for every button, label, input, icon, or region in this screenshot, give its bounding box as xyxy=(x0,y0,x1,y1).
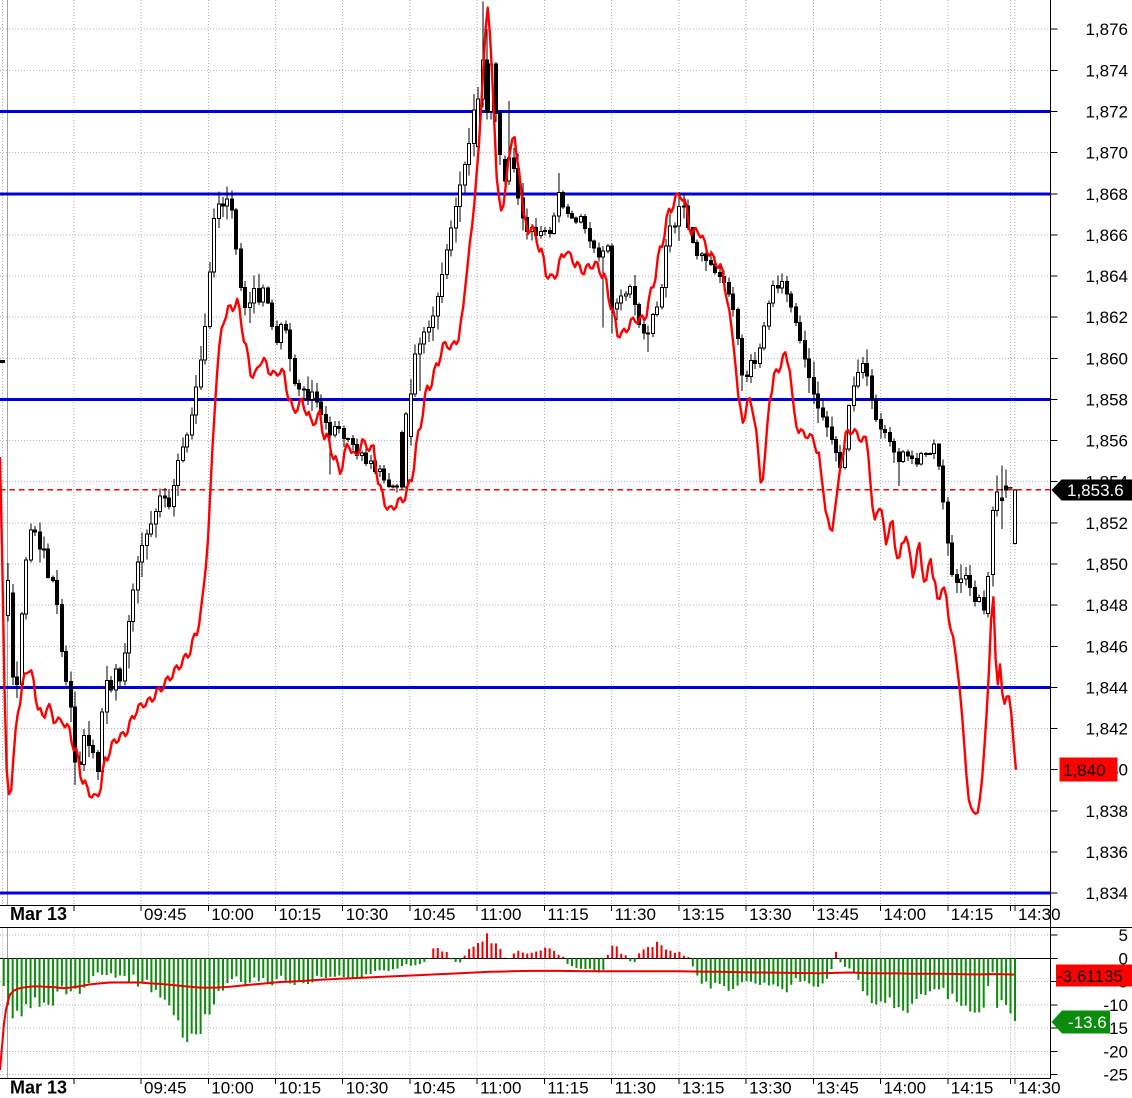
svg-text:10:15: 10:15 xyxy=(278,1079,321,1098)
svg-text:1,844: 1,844 xyxy=(1085,678,1128,697)
svg-text:13:45: 13:45 xyxy=(816,1079,859,1098)
svg-text:14:00: 14:00 xyxy=(884,905,927,924)
svg-text:14:00: 14:00 xyxy=(884,1079,927,1098)
svg-text:1,856: 1,856 xyxy=(1085,432,1128,451)
svg-text:1,872: 1,872 xyxy=(1085,102,1128,121)
svg-text:13:45: 13:45 xyxy=(816,905,859,924)
svg-text:1,842: 1,842 xyxy=(1085,720,1128,739)
svg-text:0: 0 xyxy=(1119,949,1128,968)
svg-text:-20: -20 xyxy=(1103,1042,1128,1061)
svg-text:1,858: 1,858 xyxy=(1085,390,1128,409)
svg-text:13:15: 13:15 xyxy=(682,1079,725,1098)
svg-text:1,846: 1,846 xyxy=(1085,637,1128,656)
svg-text:1,874: 1,874 xyxy=(1085,61,1128,80)
svg-text:1,853.6: 1,853.6 xyxy=(1067,481,1124,500)
svg-text:10:30: 10:30 xyxy=(346,905,389,924)
svg-text:1,834: 1,834 xyxy=(1085,884,1128,903)
svg-text:Mar 13: Mar 13 xyxy=(10,904,67,924)
svg-text:1,838: 1,838 xyxy=(1085,802,1128,821)
svg-text:14:30: 14:30 xyxy=(1018,1079,1061,1098)
svg-text:Mar 13: Mar 13 xyxy=(10,1078,67,1098)
svg-text:-3.61135: -3.61135 xyxy=(1057,967,1123,986)
svg-text:11:15: 11:15 xyxy=(547,905,588,924)
svg-text:14:30: 14:30 xyxy=(1018,905,1061,924)
svg-text:-25: -25 xyxy=(1103,1066,1128,1085)
svg-text:1,850: 1,850 xyxy=(1085,555,1128,574)
svg-text:1,840: 1,840 xyxy=(1063,761,1106,780)
svg-text:09:45: 09:45 xyxy=(144,1079,187,1098)
svg-text:09:45: 09:45 xyxy=(144,905,187,924)
svg-text:10:45: 10:45 xyxy=(413,1079,456,1098)
svg-text:1,868: 1,868 xyxy=(1085,185,1128,204)
svg-text:14:15: 14:15 xyxy=(951,905,994,924)
svg-text:1,860: 1,860 xyxy=(1085,349,1128,368)
svg-text:5: 5 xyxy=(1119,926,1128,945)
svg-text:1,876: 1,876 xyxy=(1085,20,1128,39)
svg-text:11:00: 11:00 xyxy=(480,905,521,924)
svg-text:-13.6: -13.6 xyxy=(1068,1013,1107,1032)
svg-text:10:00: 10:00 xyxy=(211,905,254,924)
svg-text:10:30: 10:30 xyxy=(346,1079,389,1098)
svg-text:1,864: 1,864 xyxy=(1085,267,1128,286)
svg-text:13:30: 13:30 xyxy=(749,1079,792,1098)
svg-text:-10: -10 xyxy=(1103,996,1128,1015)
svg-text:1,836: 1,836 xyxy=(1085,843,1128,862)
svg-text:1,866: 1,866 xyxy=(1085,226,1128,245)
svg-text:11:00: 11:00 xyxy=(480,1079,521,1098)
svg-text:1,862: 1,862 xyxy=(1085,308,1128,327)
svg-text:13:30: 13:30 xyxy=(749,905,792,924)
svg-text:10:45: 10:45 xyxy=(413,905,456,924)
svg-text:11:15: 11:15 xyxy=(547,1079,588,1098)
svg-text:1,870: 1,870 xyxy=(1085,144,1128,163)
svg-text:11:30: 11:30 xyxy=(615,905,656,924)
svg-text:13:15: 13:15 xyxy=(682,905,725,924)
svg-text:1,852: 1,852 xyxy=(1085,514,1128,533)
svg-text:1,848: 1,848 xyxy=(1085,596,1128,615)
svg-text:14:15: 14:15 xyxy=(951,1079,994,1098)
svg-text:10:15: 10:15 xyxy=(278,905,321,924)
svg-text:10:00: 10:00 xyxy=(211,1079,254,1098)
svg-text:11:30: 11:30 xyxy=(615,1079,656,1098)
